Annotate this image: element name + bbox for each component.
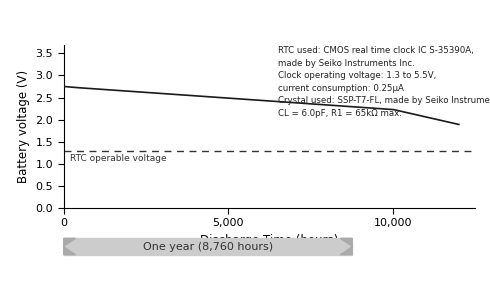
Text: One year (8,760 hours): One year (8,760 hours) — [143, 241, 273, 252]
X-axis label: Discharge Time (hours): Discharge Time (hours) — [200, 234, 339, 247]
Y-axis label: Battery voltage (V): Battery voltage (V) — [17, 70, 30, 183]
Text: RTC used: CMOS real time clock IC S-35390A,
made by Seiko Instruments Inc.
Clock: RTC used: CMOS real time clock IC S-3539… — [278, 46, 490, 118]
Text: RTC operable voltage: RTC operable voltage — [70, 154, 167, 162]
